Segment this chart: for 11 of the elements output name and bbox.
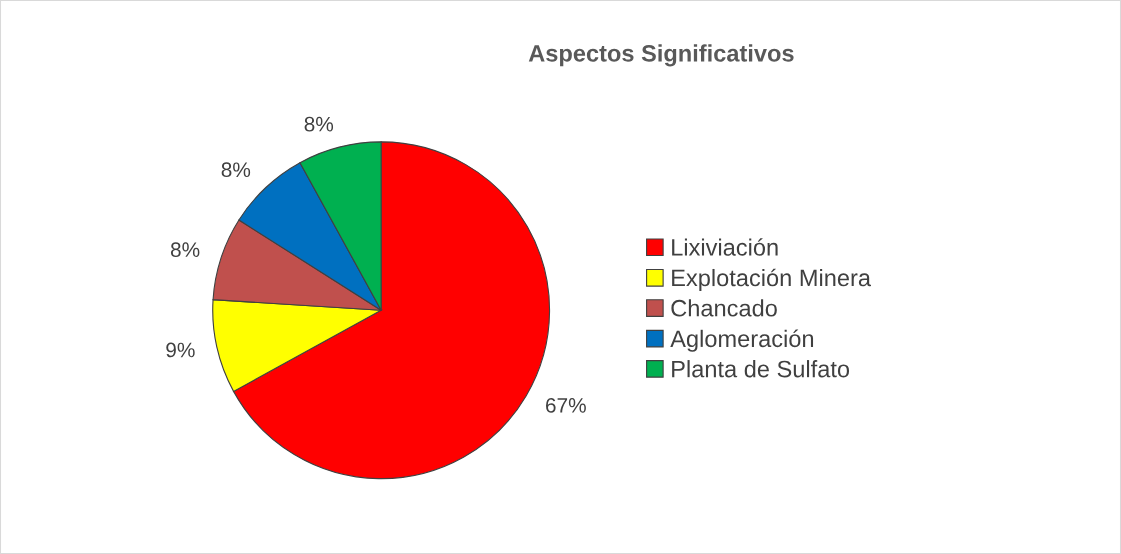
legend-label: Planta de Sulfato: [672, 360, 850, 378]
legend-label: Explotación Minera: [672, 268, 871, 291]
chart-title: Aspectos Significativos: [528, 44, 794, 67]
legend-label: Lixiviación: [672, 238, 778, 256]
data-label: 9%: [166, 342, 195, 358]
data-label: 67%: [546, 397, 586, 413]
data-label: 8%: [221, 162, 251, 178]
legend-label: Chancado: [671, 299, 777, 317]
legend-label: Aglomeración: [670, 329, 814, 352]
data-label: 8%: [304, 116, 334, 132]
data-label: 8%: [170, 242, 200, 258]
